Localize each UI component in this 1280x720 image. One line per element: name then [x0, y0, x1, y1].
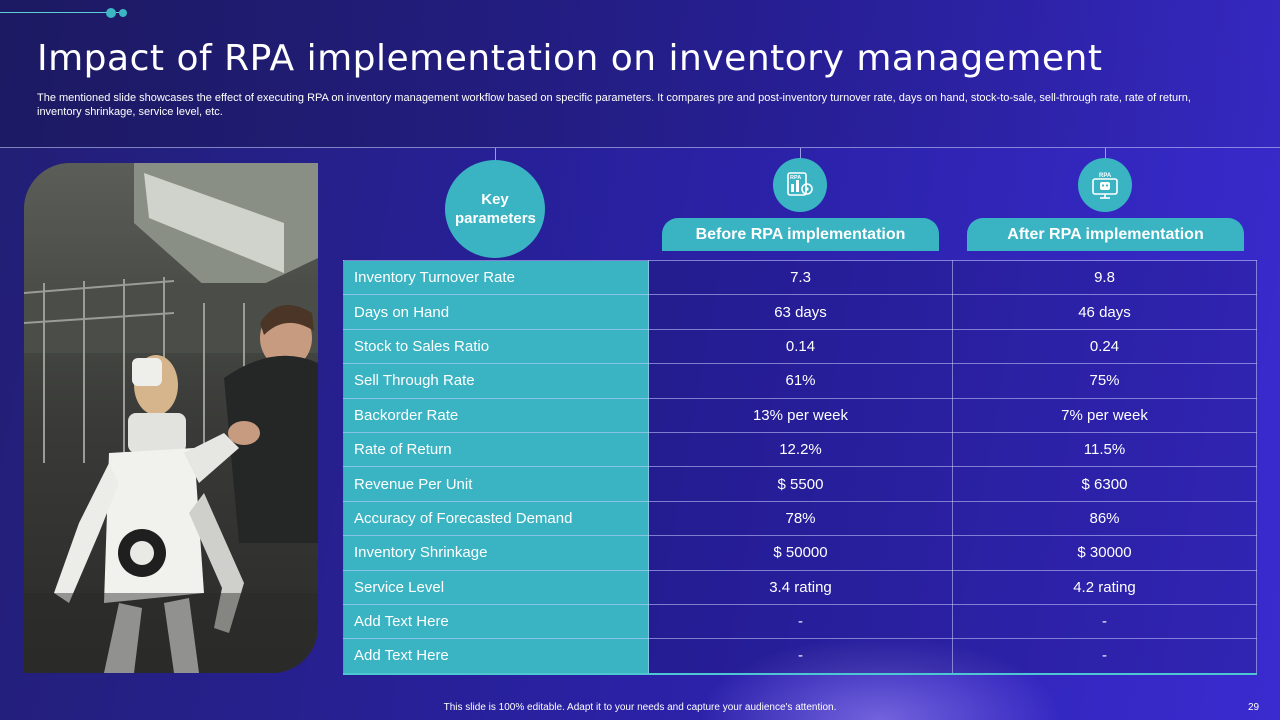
parameter-name: Stock to Sales Ratio: [343, 328, 649, 365]
table-row: Add Text Here - -: [343, 638, 1257, 675]
table-row: Backorder Rate 13% per week 7% per week: [343, 397, 1257, 433]
robot-photo-illustration: [24, 163, 318, 673]
before-value: 78%: [648, 500, 953, 537]
connector-line: [800, 148, 801, 158]
key-parameters-label: Key parameters: [455, 191, 536, 227]
table-row: Inventory Shrinkage $ 50000 $ 30000: [343, 535, 1257, 571]
slide-subtitle: The mentioned slide showcases the effect…: [37, 92, 1191, 118]
table-row: Sell Through Rate 61% 75%: [343, 363, 1257, 399]
decorative-line: [0, 12, 112, 13]
decorative-dot: [106, 8, 116, 18]
after-value: 11.5%: [952, 431, 1257, 468]
before-value: 63 days: [648, 294, 953, 330]
slide-title: Impact of RPA implementation on inventor…: [37, 38, 1103, 79]
parameter-name: Add Text Here: [343, 638, 649, 675]
table-row: Revenue Per Unit $ 5500 $ 6300: [343, 466, 1257, 502]
after-value: -: [952, 603, 1257, 640]
decorative-dot: [119, 9, 127, 17]
parameter-name: Inventory Turnover Rate: [343, 259, 649, 296]
parameter-name: Rate of Return: [343, 431, 649, 468]
header-band: [0, 0, 1280, 148]
after-value: $ 30000: [952, 535, 1257, 571]
table-row: Service Level 3.4 rating 4.2 rating: [343, 569, 1257, 605]
before-rpa-header: Before RPA implementation: [662, 218, 939, 251]
before-value: -: [648, 603, 953, 640]
before-value: 0.14: [648, 328, 953, 365]
footer-note: This slide is 100% editable. Adapt it to…: [443, 702, 837, 713]
rpa-robot-monitor-icon: RPA: [1078, 158, 1132, 212]
before-value: $ 5500: [648, 466, 953, 502]
parameter-name: Add Text Here: [343, 603, 649, 640]
after-value: 46 days: [952, 294, 1257, 330]
after-value: 0.24: [952, 328, 1257, 365]
before-value: $ 50000: [648, 535, 953, 571]
after-value: 86%: [952, 500, 1257, 537]
table-row: Accuracy of Forecasted Demand 78% 86%: [343, 500, 1257, 537]
table-row: Stock to Sales Ratio 0.14 0.24: [343, 328, 1257, 365]
before-value: -: [648, 638, 953, 675]
table-row: Add Text Here - -: [343, 603, 1257, 640]
connector-line: [1105, 148, 1106, 158]
parameter-name: Service Level: [343, 569, 649, 605]
rpa-icon-text: RPA: [1099, 173, 1112, 179]
after-rpa-header: After RPA implementation: [967, 218, 1244, 251]
before-value: 7.3: [648, 259, 953, 296]
after-value: -: [952, 638, 1257, 675]
before-value: 3.4 rating: [648, 569, 953, 605]
after-value: 75%: [952, 363, 1257, 399]
after-value: 7% per week: [952, 397, 1257, 433]
after-value: 9.8: [952, 259, 1257, 296]
before-value: 61%: [648, 363, 953, 399]
after-value: 4.2 rating: [952, 569, 1257, 605]
parameters-table: Inventory Turnover Rate 7.3 9.8 Days on …: [343, 259, 1257, 675]
rpa-icon-text: RPA: [790, 175, 801, 181]
robot-photo: [24, 163, 318, 673]
page-number: 29: [1248, 702, 1260, 713]
key-parameters-badge: Key parameters: [445, 160, 545, 258]
after-value: $ 6300: [952, 466, 1257, 502]
parameter-name: Sell Through Rate: [343, 363, 649, 399]
table-row: Rate of Return 12.2% 11.5%: [343, 431, 1257, 468]
parameter-name: Backorder Rate: [343, 397, 649, 433]
before-value: 13% per week: [648, 397, 953, 433]
before-value: 12.2%: [648, 431, 953, 468]
header-divider: [0, 147, 1280, 148]
parameter-name: Accuracy of Forecasted Demand: [343, 500, 649, 537]
parameter-name: Days on Hand: [343, 294, 649, 330]
parameter-name: Revenue Per Unit: [343, 466, 649, 502]
rpa-gear-icon: RPA: [773, 158, 827, 212]
parameter-name: Inventory Shrinkage: [343, 535, 649, 571]
table-row: Inventory Turnover Rate 7.3 9.8: [343, 259, 1257, 296]
table-row: Days on Hand 63 days 46 days: [343, 294, 1257, 330]
connector-line: [495, 148, 496, 160]
